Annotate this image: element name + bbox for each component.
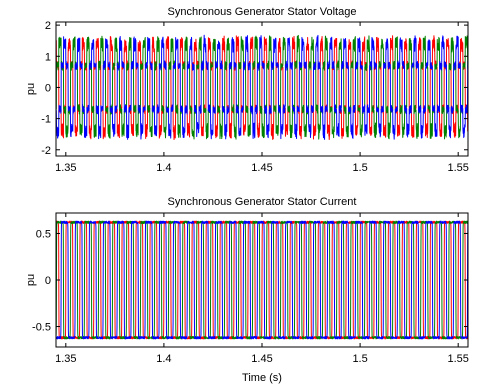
plot-lines bbox=[56, 34, 468, 141]
x-tick-label: 1.55 bbox=[447, 162, 468, 174]
current-chart: Synchronous Generator Stator Current pu … bbox=[25, 196, 469, 384]
y-axis-label: pu bbox=[25, 83, 37, 95]
x-tick-label: 1.4 bbox=[156, 353, 171, 365]
x-tick-label: 1.55 bbox=[447, 353, 468, 365]
series-line bbox=[56, 34, 468, 140]
axis-ticks: 1.35 1.4 1.45 1.5 1.55 2 1 0 -1 -2 bbox=[41, 20, 469, 174]
chart-title: Synchronous Generator Stator Current bbox=[168, 196, 357, 208]
x-tick-label: 1.35 bbox=[55, 353, 76, 365]
axis-ticks: 1.35 1.4 1.45 1.5 1.55 0.5 0 -0.5 bbox=[32, 213, 469, 365]
series-line bbox=[56, 220, 468, 340]
y-tick-label: 0.5 bbox=[36, 228, 51, 240]
x-tick-label: 1.5 bbox=[352, 162, 367, 174]
x-tick-label: 1.5 bbox=[352, 353, 367, 365]
y-tick-label: 0 bbox=[45, 82, 51, 94]
x-axis-label: Time (s) bbox=[242, 372, 282, 384]
plot-lines bbox=[56, 220, 468, 340]
series-line bbox=[56, 35, 468, 141]
y-tick-label: -1 bbox=[41, 114, 51, 126]
voltage-chart: Synchronous Generator Stator Voltage pu … bbox=[25, 6, 469, 174]
y-tick-label: -0.5 bbox=[32, 322, 51, 334]
x-tick-label: 1.45 bbox=[251, 162, 272, 174]
y-tick-label: 1 bbox=[45, 51, 51, 63]
x-tick-label: 1.4 bbox=[156, 162, 171, 174]
y-tick-label: -2 bbox=[41, 145, 51, 157]
x-tick-label: 1.45 bbox=[251, 353, 272, 365]
y-tick-label: 0 bbox=[45, 275, 51, 287]
y-axis-label: pu bbox=[25, 274, 37, 286]
y-tick-label: 2 bbox=[45, 20, 51, 32]
chart-title: Synchronous Generator Stator Voltage bbox=[168, 6, 357, 18]
series-line bbox=[56, 220, 468, 340]
x-tick-label: 1.35 bbox=[55, 162, 76, 174]
